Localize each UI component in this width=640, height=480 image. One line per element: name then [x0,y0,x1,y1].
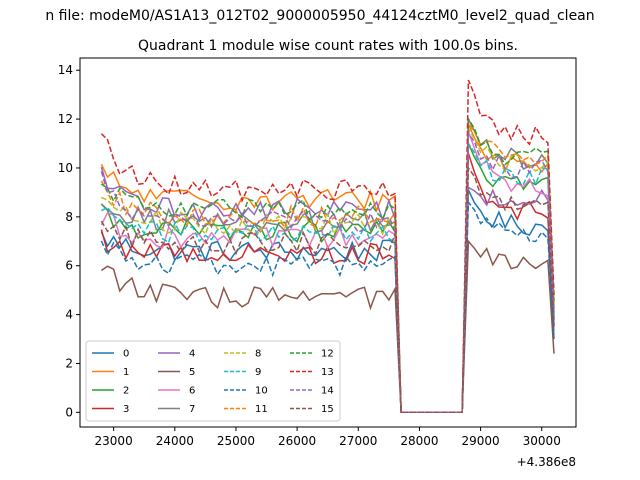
series-layer [100,79,555,414]
axes-frame [79,57,577,428]
legend-label-2: 2 [123,386,129,397]
x-tick-label: 30000 [523,434,561,448]
y-tick-label: 8 [65,210,73,224]
legend-box [85,340,341,422]
legend-label-0: 0 [123,349,129,360]
chart-title: Quadrant 1 module wise count rates with … [138,38,518,54]
legend-label-7: 7 [189,404,195,415]
y-tick-label: 6 [65,259,73,273]
legend-label-6: 6 [189,386,195,397]
x-tick-label: 26000 [278,434,316,448]
series-line-9 [101,141,555,414]
y-tick-label: 2 [65,356,73,370]
chart-suptitle: n file: modeM0/AS1A13_012T02_9000005950_… [45,8,594,24]
ticks-layer: 23000 24000 25000 26000 27000 28000 29000 30000… [58,63,561,448]
legend-label-8: 8 [255,349,261,360]
legend-label-12: 12 [321,349,334,360]
y-tick-label: 0 [65,405,73,419]
y-tick-label: 14 [58,63,73,77]
series-line-8 [101,126,555,414]
legend-label-13: 13 [321,367,334,378]
legend-label-9: 9 [255,367,261,378]
series-line-11 [100,121,555,414]
y-tick-label: 10 [58,161,73,175]
legend-label-3: 3 [123,404,129,415]
x-offset-label: +4.386e8 [517,455,576,469]
legend-label-10: 10 [255,386,268,397]
legend-label-11: 11 [255,404,268,415]
y-tick-label: 4 [65,308,73,322]
series-line-12 [100,116,555,414]
y-tick-label: 12 [58,112,73,126]
x-tick-label: 29000 [461,434,499,448]
x-tick-label: 23000 [95,434,133,448]
x-tick-label: 27000 [339,434,377,448]
legend-label-15: 15 [321,404,334,415]
legend-label-14: 14 [321,386,334,397]
legend-label-4: 4 [189,349,195,360]
legend-label-1: 1 [123,367,129,378]
series-line-2 [100,143,555,414]
x-tick-label: 24000 [156,434,194,448]
series-line-14 [100,131,555,414]
series-line-10 [100,200,555,414]
x-tick-label: 25000 [217,434,255,448]
legend-label-5: 5 [189,367,195,378]
series-line-5 [100,239,555,414]
series-line-15 [100,165,555,414]
x-tick-label: 28000 [400,434,438,448]
